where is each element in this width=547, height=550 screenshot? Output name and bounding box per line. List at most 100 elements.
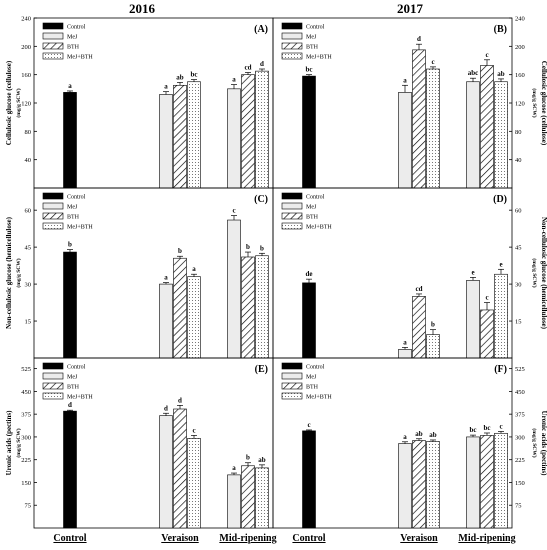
- y-tick-label: 60: [515, 208, 522, 215]
- legend-label: MeJ: [306, 205, 317, 211]
- significance-letter: a: [232, 76, 236, 84]
- legend: Control MeJ BTH MeJ+BTH: [42, 192, 93, 231]
- y-tick-label: 30: [25, 282, 32, 289]
- bar-mej-bth: [255, 70, 269, 189]
- panel-e: 75 150 225 300 375 450 525 Uronic acids (pectin…: [5, 357, 274, 529]
- significance-letter: cd: [245, 64, 252, 72]
- x-category-label: Veraison: [161, 533, 199, 544]
- x-category-label: Veraison: [400, 533, 438, 544]
- legend-label: Control: [306, 25, 325, 31]
- y-axis-unit: (mg/g SCW): [531, 258, 538, 287]
- bar-control: [63, 410, 77, 529]
- significance-letter: d: [178, 396, 182, 404]
- significance-letter: c: [192, 426, 195, 434]
- y-tick-label: 450: [515, 389, 525, 396]
- legend-swatch: [42, 382, 64, 390]
- legend-swatch: [42, 192, 64, 200]
- significance-letter: ab: [176, 73, 184, 81]
- significance-letter: c: [485, 294, 488, 302]
- bar-mej-bth: [426, 68, 440, 189]
- bar-mej: [159, 415, 173, 529]
- bar-mej-bth: [426, 334, 440, 359]
- bar-mej-bth: [255, 467, 269, 529]
- legend-swatch: [281, 22, 303, 30]
- significance-letter: b: [68, 241, 72, 249]
- significance-letter: ab: [415, 430, 423, 438]
- legend-swatch: [281, 192, 303, 200]
- legend: Control MeJ BTH MeJ+BTH: [42, 22, 93, 61]
- legend-swatch: [42, 42, 64, 50]
- significance-letter: c: [232, 207, 235, 215]
- year-label-2016: 2016: [129, 1, 156, 16]
- bar-bth: [480, 309, 494, 359]
- panels: 40 80 120 160 200 240 Cellulosic glucose (cell…: [5, 16, 547, 529]
- significance-letter: c: [307, 421, 310, 429]
- panel-f: 75 150 225 300 375 450 525 Uronic acids (pectin…: [272, 357, 547, 529]
- significance-letter: c: [431, 58, 434, 66]
- y-axis-unit: (mg/g SCW): [15, 88, 22, 117]
- significance-letter: d: [417, 35, 421, 43]
- bar-control: [302, 282, 316, 359]
- panel-frame: [272, 357, 513, 529]
- significance-letter: b: [178, 247, 182, 255]
- bar-mej-bth: [494, 81, 508, 189]
- legend-label: BTH: [67, 215, 80, 221]
- y-axis-unit: (mg/g SCW): [15, 428, 22, 457]
- bar-bth: [480, 65, 494, 189]
- significance-letter: abc: [468, 69, 479, 77]
- legend-swatch: [42, 392, 64, 400]
- panel-c: 15 30 45 60 Non-cellulosic glucose (hemicell…: [5, 187, 274, 359]
- legend-label: MeJ+BTH: [67, 395, 93, 401]
- panel-d: 15 30 45 60 Non-cellulosic glucose (hemicell…: [272, 187, 547, 359]
- y-tick-label: 75: [515, 503, 522, 510]
- legend-swatch: [42, 222, 64, 230]
- significance-letter: a: [164, 274, 168, 282]
- y-tick-label: 240: [21, 16, 31, 23]
- legend-swatch: [42, 202, 64, 210]
- y-tick-label: 45: [515, 245, 522, 252]
- y-tick-label: 150: [515, 480, 525, 487]
- legend-label: MeJ: [67, 35, 78, 41]
- bar-mej: [398, 443, 412, 529]
- y-tick-label: 80: [515, 129, 522, 136]
- bar-control: [302, 75, 316, 189]
- bar-mej: [159, 94, 173, 189]
- bar-mej-bth: [187, 438, 201, 529]
- significance-letter: d: [164, 404, 168, 412]
- y-axis-title: Uronic acids (pectins): [5, 410, 13, 475]
- legend-label: Control: [67, 25, 86, 31]
- bar-mej: [398, 92, 412, 189]
- y-tick-label: 40: [515, 157, 522, 164]
- bar-mej-bth: [187, 81, 201, 189]
- legend-swatch: [281, 382, 303, 390]
- bar-mej: [466, 436, 480, 529]
- bar-mej: [466, 81, 480, 189]
- legend-swatch: [281, 32, 303, 40]
- bar-bth: [480, 435, 494, 529]
- bar-mej: [227, 474, 241, 529]
- y-axis-unit: (mg/g SCW): [15, 258, 22, 287]
- bar-bth: [173, 257, 187, 359]
- y-tick-label: 225: [515, 457, 525, 464]
- y-tick-label: 200: [515, 44, 525, 51]
- x-category-labels: Control Veraison Mid-ripening Control Verais…: [53, 533, 515, 544]
- y-tick-label: 60: [25, 208, 32, 215]
- legend-label: BTH: [67, 385, 80, 391]
- significance-letter: a: [164, 83, 168, 91]
- bar-mej: [227, 219, 241, 359]
- bar-mej-bth: [494, 432, 508, 529]
- y-tick-label: 525: [21, 366, 31, 373]
- bar-mej: [398, 349, 412, 359]
- bar-bth: [173, 84, 187, 189]
- panel-letter: (E): [255, 364, 268, 375]
- y-axis-title: Non-cellulosic glucose (hemicellulose): [5, 216, 13, 329]
- legend-swatch: [42, 32, 64, 40]
- y-tick-label: 120: [515, 101, 525, 108]
- x-category-label: Control: [53, 533, 86, 544]
- bar-mej-bth: [187, 276, 201, 359]
- legend-label: MeJ+BTH: [67, 225, 93, 231]
- y-tick-label: 15: [515, 319, 522, 326]
- significance-letter: cd: [416, 285, 423, 293]
- significance-letter: d: [260, 60, 264, 68]
- legend-swatch: [281, 222, 303, 230]
